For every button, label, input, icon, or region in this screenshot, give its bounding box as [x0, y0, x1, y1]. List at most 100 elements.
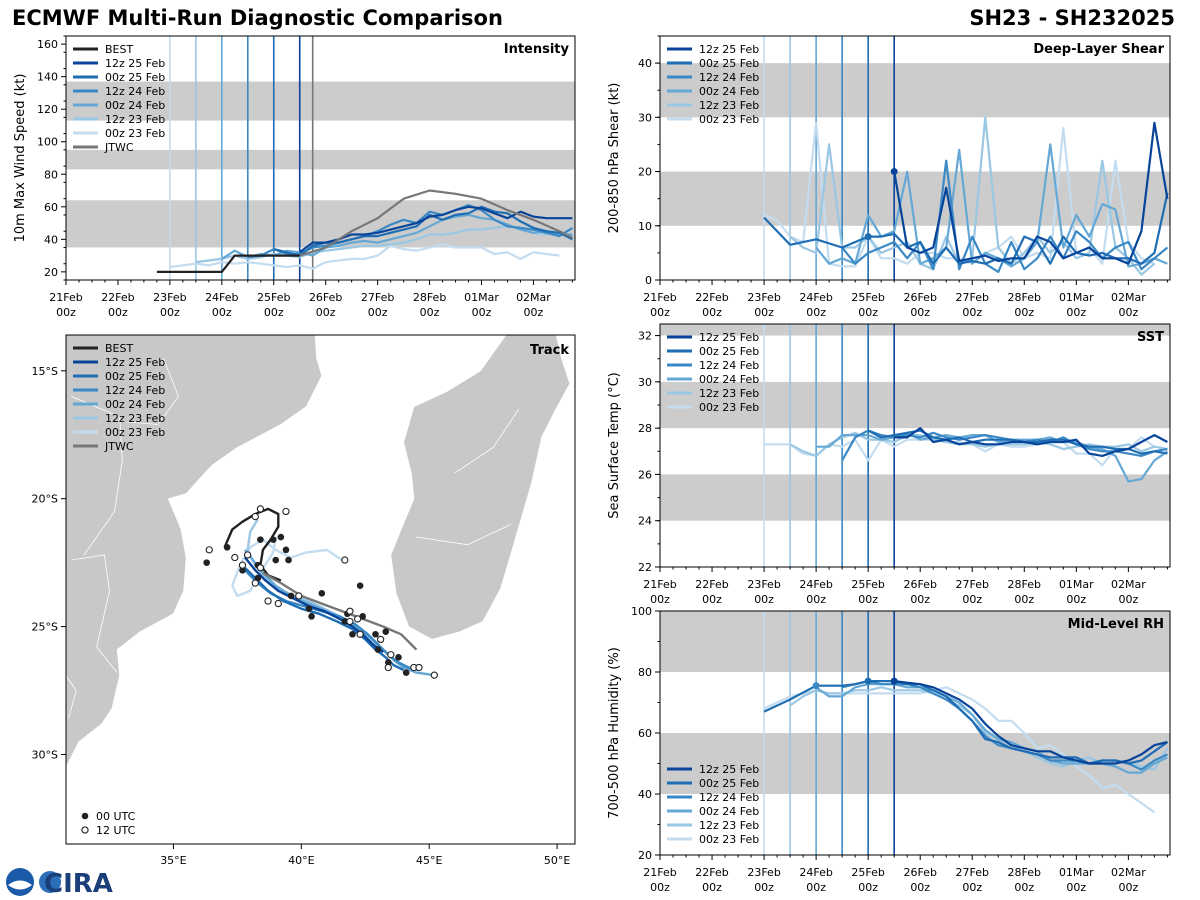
y-tick-label: 22: [638, 561, 652, 574]
cira-globe-icon: [39, 871, 61, 893]
axes-frame: [65, 35, 576, 281]
legend-label: 00z 23 Feb: [699, 401, 759, 414]
x-tick-label: 24Feb: [799, 291, 832, 304]
track-point-00utc: [349, 630, 356, 638]
country-border: [70, 396, 123, 556]
panel-title: SST: [1137, 330, 1164, 345]
country-border: [127, 357, 179, 425]
x-tick-label: 01Mar: [464, 291, 499, 304]
legend-label: 12z 23 Feb: [105, 412, 165, 425]
country-border: [416, 523, 512, 546]
y-tick-label: 26: [638, 468, 652, 481]
figure-title: ECMWF Multi-Run Diagnostic Comparison: [12, 6, 503, 30]
x-tick-label: 02Mar: [1111, 578, 1146, 591]
init-marker: [890, 677, 898, 685]
y-tick-label: 20: [638, 166, 652, 179]
rh-panel: 20 40 60 80 100 21Feb 00z 22Feb 00z 23Feb 00z 24Feb…: [607, 605, 1171, 894]
x-tick-label: 00z: [962, 881, 982, 894]
y-tick-label: 30: [638, 111, 652, 124]
country-border: [71, 554, 118, 673]
x-tick-label: 00z: [858, 306, 878, 319]
legend-label: 12z 23 Feb: [699, 387, 759, 400]
track-point-12utc: [243, 551, 252, 559]
track-point-00utc: [223, 543, 231, 551]
y-tick-label: 28: [638, 422, 652, 435]
track-point-12utc: [384, 663, 392, 672]
x-tick-label: 01Mar: [1059, 866, 1094, 879]
x-tick-label: 26Feb: [903, 578, 936, 591]
x-tick-label: 00z: [650, 593, 670, 606]
x-tick-label: 01Mar: [1059, 291, 1094, 304]
madagascar-landmass: [390, 335, 571, 640]
x-tick-label: 00z: [754, 593, 774, 606]
x-tick-label: 00z: [524, 306, 544, 319]
track-point-00utc: [318, 590, 326, 597]
init-marker: [812, 682, 820, 690]
x-tick-label: 00z: [754, 881, 774, 894]
y-tick-label: 80: [44, 168, 58, 181]
x-tick-label: 23Feb: [747, 578, 780, 591]
x-tick-label: 00z: [1118, 306, 1138, 319]
x-tick-label: 00z: [754, 306, 774, 319]
track-point-00utc: [382, 628, 390, 636]
y-tick-label: 10: [638, 220, 652, 233]
x-tick-label: 00z: [472, 306, 492, 319]
series-group: [763, 116, 1169, 276]
series-line-jtwc: [299, 189, 573, 257]
series-line-12z-25-feb: [893, 121, 1169, 265]
country-border: [66, 675, 77, 719]
x-tick-label: 35°E: [160, 854, 186, 867]
x-tick-label: 00z: [806, 881, 826, 894]
intensity-panel: 20 40 60 80 100 120 140 160 21Feb 00z 22Feb 00z 23Fe…: [13, 35, 576, 319]
track-point-12utc: [430, 671, 438, 679]
series-line-12z-25-feb: [894, 427, 1168, 457]
sst-panel: 22 24 26 28 30 32 21Feb 00z 22Feb 00z 23Feb 00z 24Fe…: [607, 323, 1171, 606]
x-tick-label: 27Feb: [956, 291, 989, 304]
x-tick-label: 27Feb: [956, 578, 989, 591]
track-line-jtwc: [262, 571, 418, 651]
y-axis-label: 10m Max Wind Speed (kt): [13, 74, 28, 243]
y-tick-label: 0: [645, 274, 652, 287]
legend-label: 00z 23 Feb: [105, 127, 165, 140]
x-tick-label: 25Feb: [257, 291, 290, 304]
track-point-12utc: [231, 553, 239, 562]
x-tick-label: 00z: [420, 306, 440, 319]
y-tick-label: 60: [44, 201, 58, 214]
shear-panel: 0 10 20 30 40 21Feb 00z 22Feb 00z 23Feb 00z 24Feb 00…: [607, 35, 1171, 319]
y-axis-label: Sea Surface Temp (°C): [607, 372, 622, 519]
series-line-12z-25-feb: [894, 680, 1168, 765]
legend-label: 00z 25 Feb: [105, 71, 165, 84]
series-line-00z-25-feb: [763, 192, 1169, 265]
legend-label: 12z 24 Feb: [699, 71, 759, 84]
track-line-12z-24-feb: [239, 564, 420, 672]
x-tick-label: 00z: [264, 306, 284, 319]
y-tick-label: 100: [631, 605, 652, 618]
legend-label: 00z 23 Feb: [699, 833, 759, 846]
legend-label: 00z 24 Feb: [699, 805, 759, 818]
threshold-band: [66, 200, 575, 248]
x-tick-label: 21Feb: [49, 291, 82, 304]
y-tick-label: 80: [638, 666, 652, 679]
legend-label: 00 UTC: [96, 810, 136, 823]
series-line-00z-23-feb: [169, 243, 560, 270]
track-line-00z-25-feb: [244, 566, 405, 672]
y-tick-label: 100: [37, 136, 58, 149]
track-point-00utc: [356, 582, 364, 589]
y-tick-label: 25°S: [32, 621, 58, 634]
x-tick-label: 00z: [1014, 306, 1034, 319]
threshold-band: [660, 474, 1170, 521]
track-point-12utc: [341, 556, 349, 564]
axes-frame: [659, 35, 1171, 281]
panel-title: Deep-Layer Shear: [1033, 42, 1164, 57]
x-tick-label: 26Feb: [309, 291, 342, 304]
track-point-00utc: [341, 618, 349, 625]
track-point-12utc: [251, 512, 259, 521]
legend-label: 00z 24 Feb: [105, 398, 165, 411]
legend-label: 12z 23 Feb: [699, 99, 759, 112]
legend-label: 12z 25 Feb: [699, 763, 759, 776]
series-line-12z-24-feb: [841, 159, 1169, 273]
y-tick-label: 20: [638, 849, 652, 862]
x-tick-label: 00z: [1118, 593, 1138, 606]
x-tick-label: 00z: [56, 306, 76, 319]
